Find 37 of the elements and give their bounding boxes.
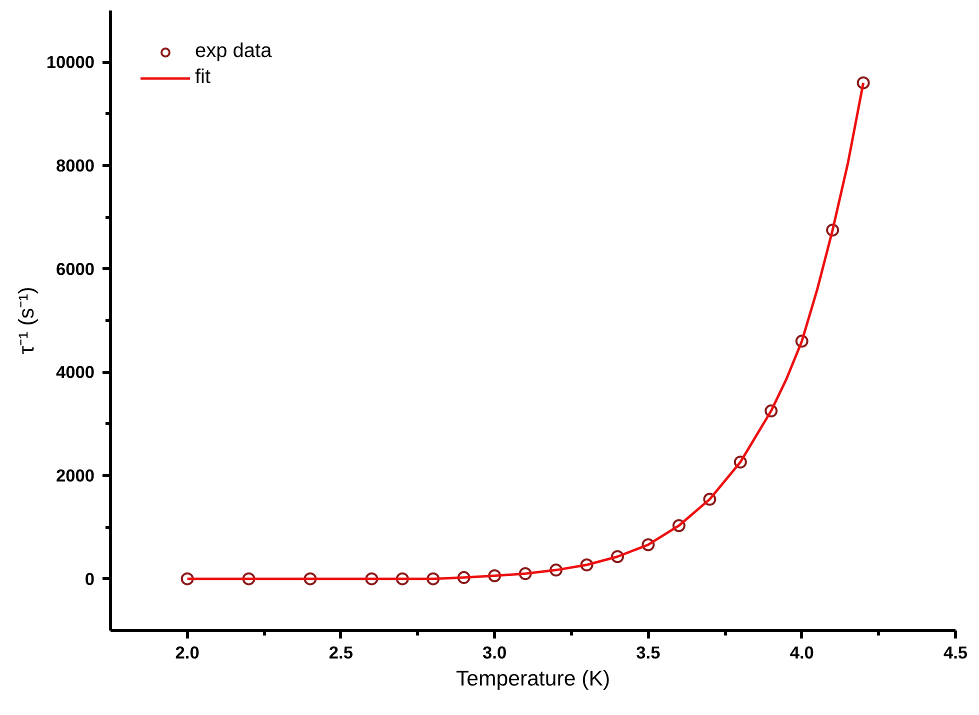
legend-label: exp data xyxy=(195,40,272,63)
point xyxy=(826,224,840,237)
point xyxy=(611,550,624,564)
point xyxy=(795,334,808,348)
point xyxy=(734,456,747,469)
point xyxy=(180,572,194,586)
x-tick-label: 2.0 xyxy=(175,642,200,662)
y-axis-title: τ⁻¹ (s⁻¹) xyxy=(14,286,38,354)
legend-label: fit xyxy=(195,66,212,89)
point xyxy=(580,558,594,572)
point xyxy=(488,569,502,582)
point xyxy=(642,538,655,552)
line-series xyxy=(186,82,865,580)
x-tick-label: 4.5 xyxy=(943,642,968,662)
point xyxy=(703,492,716,506)
point xyxy=(764,404,778,418)
point xyxy=(396,572,409,586)
point xyxy=(672,519,686,532)
y-tick-label: 10000 xyxy=(46,52,94,72)
y-tick-label: 6000 xyxy=(56,258,95,279)
x-axis-title: Temperature (K) xyxy=(456,666,610,690)
point xyxy=(242,572,256,586)
point xyxy=(304,572,317,586)
x-tick-label: 2.5 xyxy=(328,642,354,662)
y-tick-label: 4000 xyxy=(56,362,95,382)
y-tick-label: 2000 xyxy=(56,466,95,486)
x-tick-label: 4.0 xyxy=(790,642,814,662)
y-tick-label: 8000 xyxy=(56,156,95,176)
point xyxy=(365,572,378,586)
point xyxy=(856,76,870,90)
x-tick-label: 3.0 xyxy=(482,642,507,662)
point xyxy=(518,567,532,580)
x-tick-label: 3.5 xyxy=(636,642,661,662)
point xyxy=(457,571,470,584)
point xyxy=(550,564,563,577)
point xyxy=(426,572,440,586)
y-tick-label: 0 xyxy=(84,568,95,589)
